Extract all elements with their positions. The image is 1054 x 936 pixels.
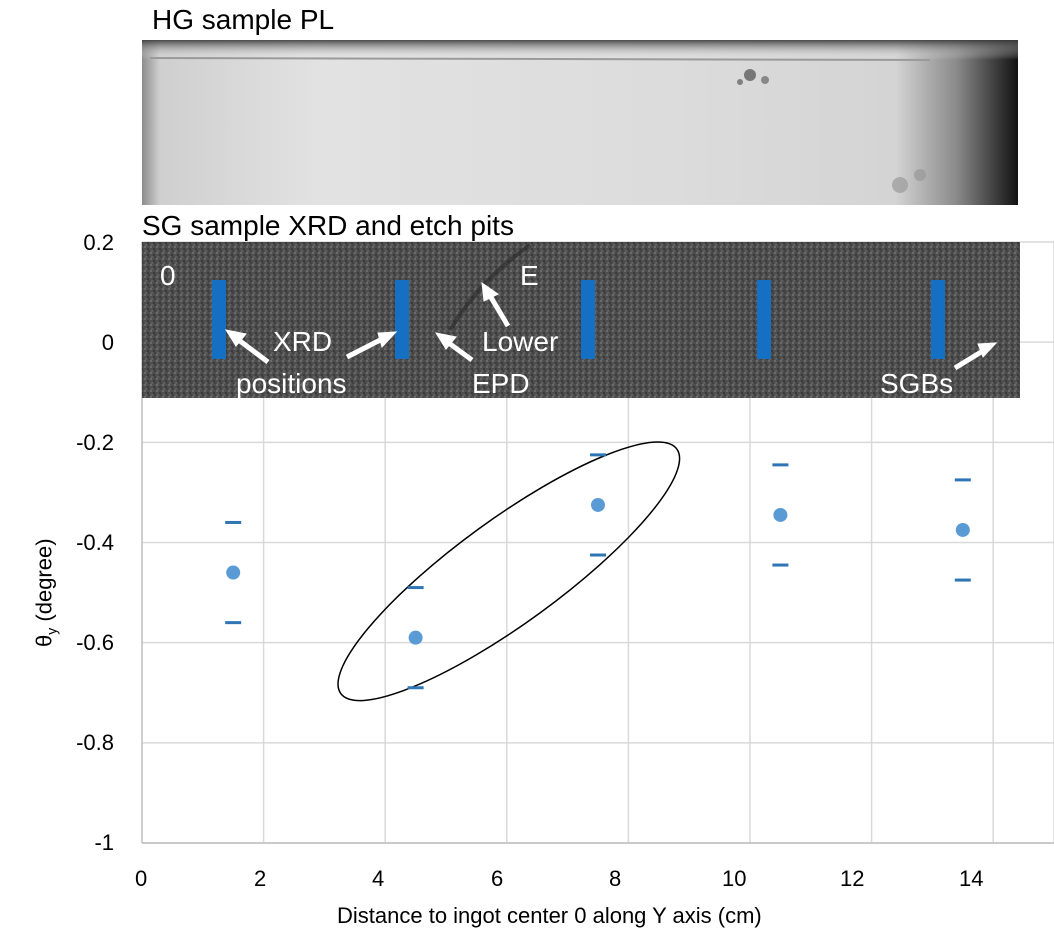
arrow-xrd-2 (345, 331, 398, 360)
data-point (955, 522, 970, 537)
y-axis-title: θy (degree) (31, 538, 60, 647)
data-points-layer (226, 497, 970, 645)
error-tick (407, 686, 424, 690)
sg-panel-title: SG sample XRD and etch pits (142, 210, 514, 241)
y-tick-label: -1 (94, 830, 114, 855)
error-tick (954, 478, 971, 482)
error-tick (954, 578, 971, 582)
y-tick-label: 0.2 (83, 230, 114, 255)
lower-epd-line1: Lower (482, 326, 559, 357)
sgbs-label: SGBs (880, 368, 954, 399)
xrd-label-line2: positions (236, 368, 347, 399)
xrd-position-bar (395, 280, 409, 359)
xrd-position-bars (212, 280, 945, 359)
xrd-position-bar (757, 280, 771, 359)
x-tick-label: 4 (372, 866, 385, 891)
hg-pl-image (142, 40, 1018, 205)
xrd-position-bar (931, 280, 945, 359)
xrd-position-bar (581, 280, 595, 359)
data-point (773, 507, 788, 522)
arrow-e (481, 281, 511, 328)
error-tick (225, 621, 242, 625)
x-tick-label: 0 (135, 866, 148, 891)
x-tick-label: 2 (254, 866, 267, 891)
x-axis-title: Distance to ingot center 0 along Y axis … (337, 903, 762, 928)
x-tick-label: 6 (491, 866, 504, 891)
highlight-ellipse (337, 441, 681, 702)
x-tick-label: 8 (609, 866, 622, 891)
arrow-sgbs (953, 342, 998, 371)
arrow-xrd-1 (224, 329, 270, 364)
y-tick-label: 0 (101, 330, 114, 355)
xrd-label-line1: XRD (273, 326, 333, 357)
annotation-arrows (224, 281, 998, 371)
x-tick-label: 14 (959, 866, 984, 891)
arrow-lower-epd (434, 332, 474, 363)
lower-epd-line2: EPD (472, 370, 530, 398)
error-tick (590, 553, 606, 557)
highlight-layer (337, 441, 681, 702)
hg-panel-title: HG sample PL (152, 4, 335, 35)
marker-e: E (520, 260, 539, 291)
data-point (591, 497, 605, 512)
marker-zero: 0 (160, 260, 176, 291)
error-ticks-layer (225, 453, 971, 690)
error-tick (407, 586, 424, 590)
xrd-position-bar (212, 280, 226, 359)
y-tick-label: -0.6 (76, 630, 114, 655)
error-tick (590, 453, 606, 457)
data-point (408, 630, 423, 645)
error-tick (772, 463, 789, 467)
y-tick-label: -0.8 (76, 730, 114, 755)
data-point (226, 565, 241, 580)
x-tick-label: 12 (840, 866, 865, 891)
error-tick (772, 563, 789, 567)
y-tick-label: -0.4 (76, 530, 114, 555)
y-tick-label: -0.2 (76, 430, 114, 455)
error-tick (225, 520, 242, 524)
x-tick-label: 10 (722, 866, 747, 891)
